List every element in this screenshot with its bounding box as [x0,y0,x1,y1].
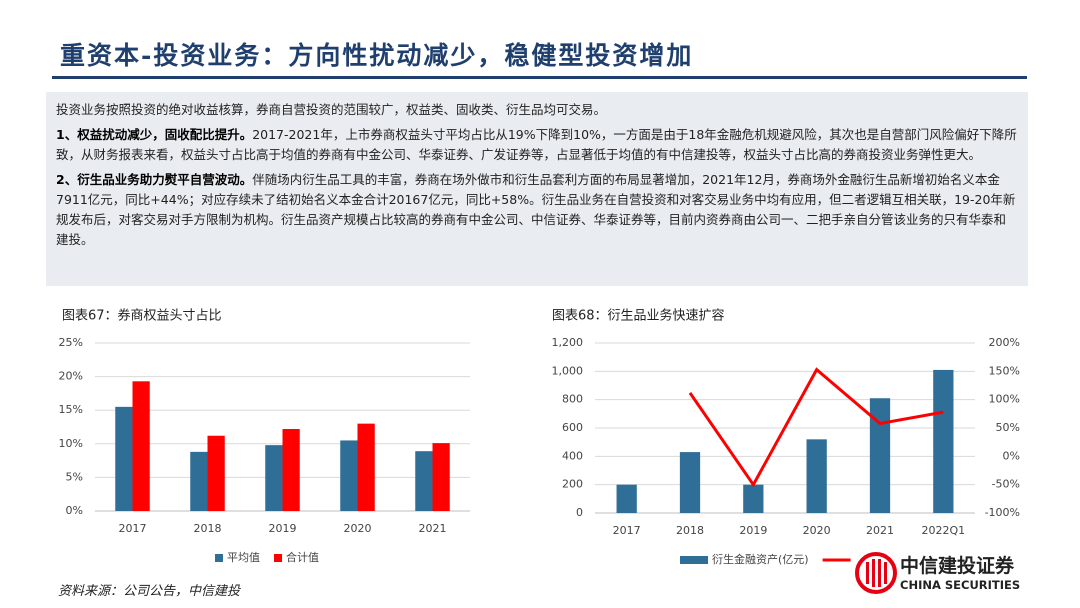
y-tick-label: 1,000 [552,364,584,377]
bar [415,451,433,511]
y-tick-label: 200 [562,478,583,491]
y2-tick-label: -50% [992,478,1020,491]
bar [282,429,300,511]
y2-tick-label: 0% [1003,449,1020,462]
y-tick-label: 20% [59,370,83,383]
text: 投资业务按照投资的绝对收益核算，券商自营投资的范围较广，权益类、固收类、衍生品均… [56,102,607,117]
legend-label: 平均值 [227,551,260,564]
y-tick-label: 0% [66,504,83,517]
x-tick-label: 2020 [344,522,372,535]
x-tick-label: 2018 [194,522,222,535]
x-tick-label: 2017 [119,522,147,535]
y-tick-label: 600 [562,421,583,434]
bar [207,435,225,511]
y-tick-label: 5% [66,470,83,483]
legend-label: 合计值 [286,550,319,564]
y2-tick-label: 150% [989,364,1020,377]
lead: 2、衍生品业务助力熨平自营波动。 [56,172,253,187]
bar [432,443,450,511]
chart-title: 图表68：衍生品业务快速扩容 [552,308,725,324]
bar [679,452,701,513]
bar [806,439,827,513]
summary-box: 投资业务按照投资的绝对收益核算，券商自营投资的范围较广，权益类、固收类、衍生品均… [46,92,1028,286]
text: 伴随场内衍生品工具的丰富，券商在场外做市和衍生品套利方面的布局显著增加，2021… [56,172,1016,247]
paragraph: 投资业务按照投资的绝对收益核算，券商自营投资的范围较广，权益类、固收类、衍生品均… [56,100,1018,120]
legend-swatch [215,554,223,562]
x-tick-label: 2020 [803,524,831,537]
legend-label: 衍生金融资产(亿元) [712,552,809,566]
source: 资料来源：公司公告，中信建投 [58,584,241,599]
logo: 中信建投证券 CHINA SECURITIES [852,545,1032,601]
y-tick-label: 10% [59,437,83,450]
title-rule [52,76,1027,79]
logo-name: 中信建投证券 [900,555,1015,577]
y2-tick-label: 100% [989,393,1020,406]
text: 2017-2021年，上市券商权益头寸平均占比从19%下降到10%，一方面是由于… [56,127,1017,162]
bar [616,484,637,513]
bar [340,440,358,511]
bar [357,423,375,511]
legend-swatch [274,554,282,562]
chart-title: 图表67：券商权益头寸占比 [62,308,222,324]
line [688,367,944,488]
bar [132,381,150,511]
x-tick-label: 2017 [613,524,641,537]
x-tick-label: 2021 [419,522,447,535]
page-title: 重资本-投资业务：方向性扰动减少，稳健型投资增加 [60,41,694,70]
y-tick-label: 25% [59,336,83,349]
bar [869,398,891,513]
y2-tick-label: -100% [985,506,1020,519]
bar [265,445,283,511]
logo-emblem [855,552,897,594]
y-tick-label: 400 [562,449,583,462]
y2-tick-label: 200% [989,336,1020,349]
x-tick-label: 2019 [739,524,767,537]
paragraph: 1、权益扰动减少，固收配比提升。2017-2021年，上市券商权益头寸平均占比从… [56,125,1018,165]
x-tick-label: 2021 [866,524,894,537]
x-tick-label: 2022Q1 [922,524,966,537]
x-tick-label: 2019 [269,522,297,535]
bar [933,369,954,513]
bar [190,451,208,511]
y-tick-label: 15% [59,403,83,416]
legend-swatch [680,556,708,564]
y-tick-label: 0 [576,506,583,519]
x-tick-label: 2018 [676,524,704,537]
bar [743,484,764,513]
y-tick-label: 1,200 [552,336,584,349]
logo-english: CHINA SECURITIES [900,578,1021,592]
y2-tick-label: 50% [996,421,1020,434]
y-tick-label: 800 [562,393,583,406]
paragraph: 2、衍生品业务助力熨平自营波动。伴随场内衍生品工具的丰富，券商在场外做市和衍生品… [56,170,1018,250]
bar [115,406,133,511]
lead: 1、权益扰动减少，固收配比提升。 [56,127,253,142]
